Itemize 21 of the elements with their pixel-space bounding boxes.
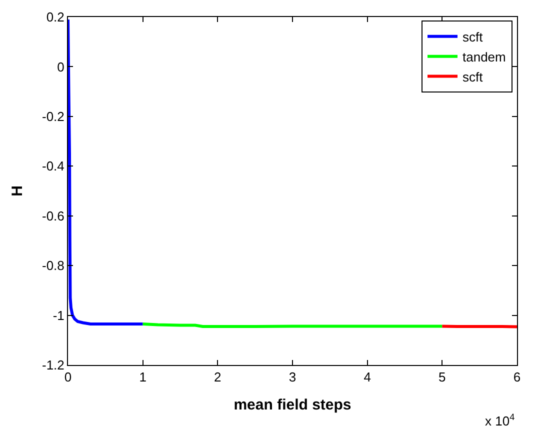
y-tick-label: -1 [52, 308, 64, 323]
x-tick-label: 3 [288, 370, 296, 385]
y-tick-label: -1.2 [42, 358, 64, 373]
x-tick-label: 4 [364, 370, 371, 385]
text: x 10$^{4}$ [485, 412, 515, 428]
y-tick-label: -0.4 [42, 158, 64, 174]
y-tick-label: 0.2 [46, 10, 64, 25]
legend-label: scft [462, 69, 484, 84]
x-tick-label: 6 [513, 370, 521, 385]
x-tick-label: 5 [438, 370, 446, 385]
x-axis-title: mean field steps [234, 396, 352, 414]
line-series [68, 18, 144, 326]
x-tick-label: 2 [214, 370, 222, 385]
legend-label: tandem [462, 49, 506, 64]
y-axis-title: H [9, 186, 26, 196]
y-tick-label: -0.6 [42, 208, 64, 224]
y-tick-label: -0.2 [42, 108, 64, 124]
legend-label: scft [462, 30, 484, 44]
x-tick-label: 1 [139, 370, 146, 385]
y-tick-label: 0 [57, 59, 64, 74]
y-tick-label: -0.8 [42, 258, 64, 274]
